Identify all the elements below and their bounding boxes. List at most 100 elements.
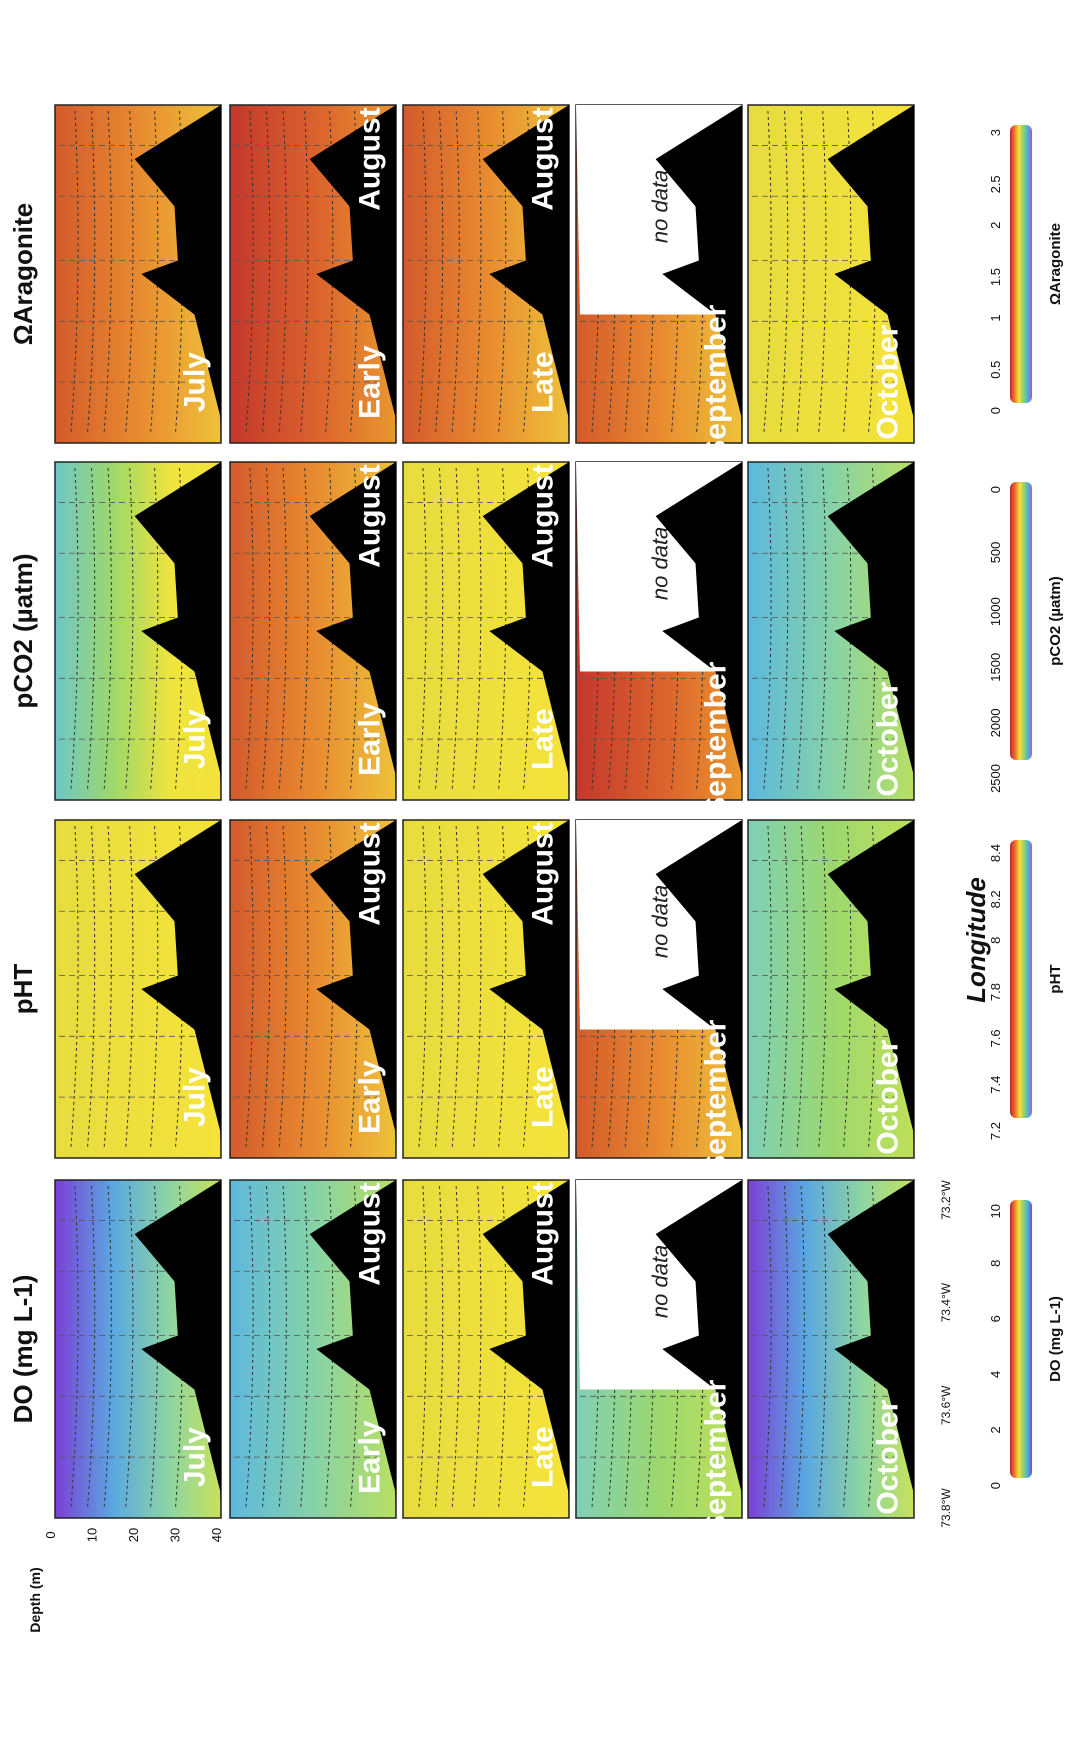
contour-line <box>125 110 134 434</box>
colorbar-label: pHT <box>1047 964 1064 993</box>
colorbar-tick: 1500 <box>988 653 1003 682</box>
month-label-second: August <box>353 464 386 567</box>
panel-ph-september: no data September <box>575 819 743 1175</box>
bathymetry-mask <box>134 462 221 800</box>
panel-omega-late: Late August <box>402 104 570 444</box>
bathymetry-mask <box>655 105 742 443</box>
contour-line <box>125 467 134 791</box>
month-label: July <box>178 352 211 412</box>
no-data-label: no data <box>647 170 672 243</box>
month-label-second: August <box>526 1182 559 1285</box>
panel-pco2-late: Late August <box>402 461 570 801</box>
variable-title-ph: pHT <box>8 964 38 1015</box>
contour-line <box>87 110 96 434</box>
colorbar-tick: 7.4 <box>988 1076 1003 1094</box>
contour-line <box>125 1185 134 1509</box>
contour-line <box>300 110 309 434</box>
panel-omega-july: July <box>54 104 222 444</box>
variable-title-pco2: pCO2 (µatm) <box>8 553 38 708</box>
panel-pco2-october: October <box>747 461 915 801</box>
colorbar-label: pCO2 (µatm) <box>1047 576 1064 665</box>
contour-line <box>245 825 254 1149</box>
contour-line <box>245 110 254 434</box>
colorbar-tick: 0 <box>988 407 1003 414</box>
longitude-tick: 73.2°W <box>939 1180 953 1220</box>
month-label: Late <box>526 351 559 413</box>
contour-line <box>796 825 805 1149</box>
colorbar-do: 0 2 4 6 8 10 DO (mg L-1) <box>988 1200 1064 1489</box>
month-label: Early <box>353 702 386 776</box>
depth-tick: 30 <box>168 1528 183 1542</box>
colorbar-tick: 8.2 <box>988 890 1003 908</box>
month-label: October <box>871 681 904 796</box>
bathymetry-mask <box>309 462 396 800</box>
contour-line <box>300 1185 309 1509</box>
contour-line <box>418 110 427 434</box>
colorbar-tick: 0 <box>988 486 1003 493</box>
month-label: Late <box>526 1426 559 1488</box>
depth-tick: 0 <box>43 1531 58 1538</box>
contour-line <box>435 467 444 791</box>
colorbar-pco2: 2500 2000 1500 1000 500 0 pCO2 (µatm) <box>988 482 1064 793</box>
contour-line <box>262 825 271 1149</box>
bathymetry-mask <box>827 1180 914 1518</box>
colorbar-ramp <box>1010 482 1032 760</box>
no-data-label: no data <box>647 527 672 600</box>
contour-line <box>780 467 789 791</box>
month-label: Early <box>353 1420 386 1494</box>
bathymetry-mask <box>134 820 221 1158</box>
colorbar-tick: 1 <box>988 314 1003 321</box>
bathymetry-mask <box>482 1180 569 1518</box>
month-label: September <box>699 1019 732 1174</box>
colorbar-tick: 2500 <box>988 764 1003 793</box>
month-label-second: August <box>353 107 386 210</box>
contour-line <box>763 1185 772 1509</box>
contour-line <box>818 467 827 791</box>
colorbar-label: ΩAragonite <box>1047 223 1064 305</box>
contour-line <box>473 110 482 434</box>
bathymetry-mask <box>134 105 221 443</box>
bathymetry-mask <box>827 105 914 443</box>
variable-title-do: DO (mg L-1) <box>8 1275 38 1424</box>
no-data-label: no data <box>647 885 672 958</box>
colorbar-tick: 7.8 <box>988 983 1003 1001</box>
month-label: Early <box>353 345 386 419</box>
panel-do-september: no data September <box>575 1179 743 1535</box>
contour-line <box>763 825 772 1149</box>
contour-line <box>473 467 482 791</box>
contour-line <box>451 110 460 434</box>
bathymetry-mask <box>309 820 396 1158</box>
colorbar-tick: 8 <box>988 937 1003 944</box>
contour-line <box>103 467 112 791</box>
contour-line <box>818 110 827 434</box>
colorbar-ramp <box>1010 1200 1032 1478</box>
contour-line <box>451 825 460 1149</box>
colorbar-tick: 2 <box>988 1426 1003 1433</box>
month-label-second: August <box>526 464 559 567</box>
month-label: October <box>871 1399 904 1514</box>
bathymetry-mask <box>309 1180 396 1518</box>
month-label: September <box>699 661 732 816</box>
contour-line <box>278 825 287 1149</box>
month-label-second: August <box>353 822 386 925</box>
month-label-second: August <box>353 1182 386 1285</box>
colorbar-tick: 500 <box>988 542 1003 564</box>
contour-line <box>780 1185 789 1509</box>
contour-line <box>87 467 96 791</box>
contour-line <box>418 1185 427 1509</box>
contour-line <box>245 467 254 791</box>
contour-line <box>435 825 444 1149</box>
variable-title-omega: ΩAragonite <box>8 203 38 345</box>
contour-line <box>300 467 309 791</box>
month-label: September <box>699 1379 732 1534</box>
panel-ph-early: Early August <box>229 819 397 1159</box>
contour-line <box>818 1185 827 1509</box>
month-label: Late <box>526 1066 559 1128</box>
panel-omega-early: Early August <box>229 104 397 444</box>
contour-line <box>70 1185 79 1509</box>
contour-line <box>796 1185 805 1509</box>
depth-tick: 20 <box>126 1528 141 1542</box>
bathymetry-mask <box>655 820 742 1158</box>
contour-line <box>262 110 271 434</box>
